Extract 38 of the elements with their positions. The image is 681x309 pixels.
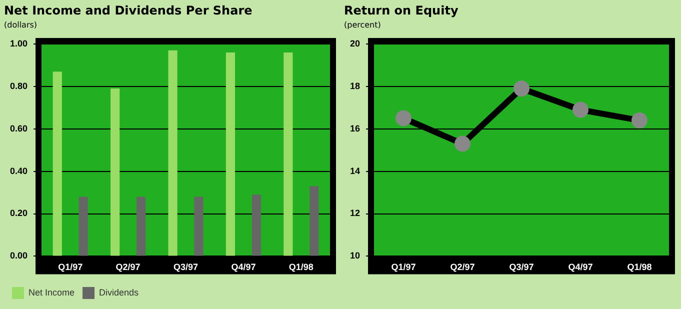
bar	[110, 88, 120, 256]
y-tick-label: 0.80	[10, 80, 28, 91]
bar	[78, 196, 88, 256]
bar	[168, 50, 178, 256]
x-tick-label: Q1/98	[288, 262, 314, 272]
y-tick-label: 10	[350, 250, 360, 261]
x-tick-label: Q3/97	[509, 262, 534, 272]
y-tick-label: 1.00	[10, 38, 28, 48]
chart-subtitle: (percent)	[344, 20, 381, 30]
y-tick-label: 0.40	[10, 166, 28, 176]
y-tick-label: 20	[350, 38, 360, 48]
x-tick-label: Q1/97	[58, 262, 83, 272]
y-tick-label: 0.20	[10, 208, 28, 218]
y-tick-label: 12	[350, 208, 360, 218]
y-tick-label: 0.60	[10, 123, 28, 134]
bar	[252, 194, 261, 256]
y-tick-label: 0.00	[10, 250, 28, 261]
x-tick-label: Q4/97	[231, 262, 256, 272]
x-tick-label: Q3/97	[173, 262, 198, 272]
y-tick-label: 16	[350, 123, 360, 134]
x-tick-label: Q4/97	[568, 262, 593, 272]
chart-subtitle: (dollars)	[4, 20, 38, 30]
x-tick-label: Q1/98	[627, 262, 652, 272]
x-tick-label: Q2/97	[116, 262, 140, 272]
y-tick-label: 14	[350, 166, 360, 176]
legend-label: Net Income	[28, 287, 75, 298]
bar	[52, 72, 62, 256]
bar	[310, 186, 319, 256]
bar	[226, 52, 236, 256]
chart-title: Return on Equity	[344, 3, 458, 18]
x-tick-label: Q1/97	[391, 262, 416, 272]
bar	[194, 196, 204, 256]
bar	[284, 52, 293, 256]
bar	[136, 196, 146, 256]
chart-title: Net Income and Dividends Per Share	[4, 3, 252, 18]
y-tick-label: 18	[350, 80, 360, 91]
x-tick-label: Q2/97	[450, 262, 475, 272]
legend-label: Dividends	[99, 287, 140, 298]
